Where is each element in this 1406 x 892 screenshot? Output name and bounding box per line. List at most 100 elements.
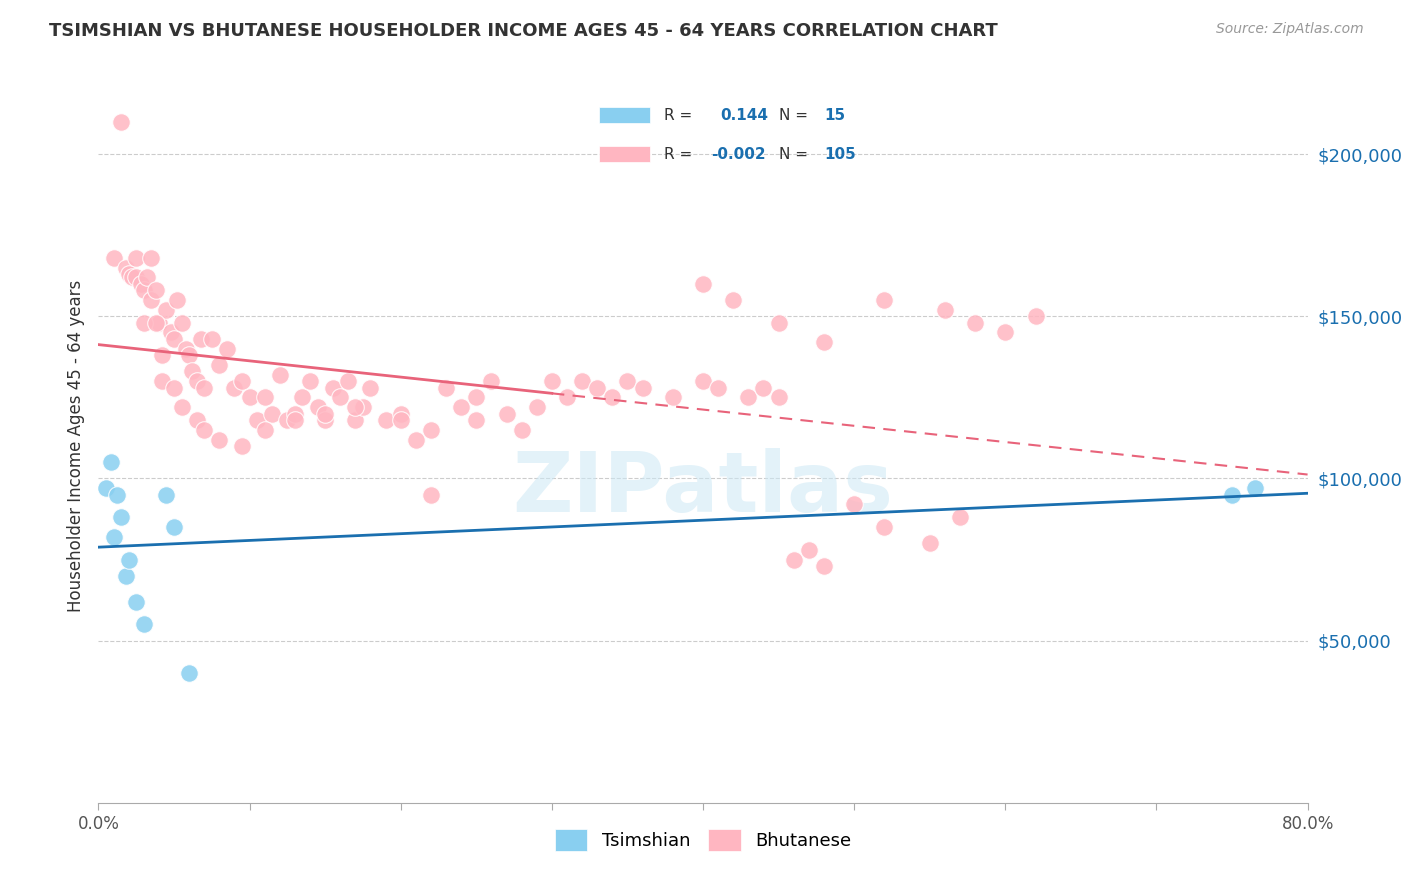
Point [344,400,367,414]
Point [208,358,231,372]
Point [707,381,730,395]
Point [166,293,188,307]
Text: ZIPatlas: ZIPatlas [513,449,893,529]
Point [465,413,488,427]
Point [434,381,457,395]
Point [110,510,132,524]
Point [155,488,177,502]
Text: 0.144: 0.144 [720,108,768,122]
Point [918,536,941,550]
Bar [599,107,650,123]
Point [163,332,186,346]
Point [307,400,329,414]
Point [276,413,298,427]
Point [186,374,208,388]
Point [768,390,790,404]
Point [389,413,412,427]
Point [125,251,148,265]
Point [299,374,322,388]
Point [231,374,253,388]
Text: N =: N = [779,147,808,161]
Point [873,293,896,307]
Point [616,374,638,388]
Text: -0.002: -0.002 [711,147,766,161]
Point [284,407,307,421]
Point [145,316,167,330]
Point [269,368,291,382]
Point [141,251,163,265]
Point [571,374,593,388]
Point [420,488,443,502]
Point [813,335,835,350]
Text: 15: 15 [824,108,845,122]
Point [783,552,806,566]
Point [121,270,143,285]
Point [284,413,307,427]
Text: 105: 105 [824,147,856,161]
Point [844,497,866,511]
Point [132,617,155,632]
Point [495,407,517,421]
Point [465,390,488,404]
Text: R =: R = [664,108,692,122]
Point [100,455,122,469]
Text: TSIMSHIAN VS BHUTANESE HOUSEHOLDER INCOME AGES 45 - 64 YEARS CORRELATION CHART: TSIMSHIAN VS BHUTANESE HOUSEHOLDER INCOM… [49,22,998,40]
Point [314,407,336,421]
Point [481,374,503,388]
Point [450,400,472,414]
Point [181,364,204,378]
Point [193,381,215,395]
Point [190,332,212,346]
Point [949,510,972,524]
Point [692,374,714,388]
Point [329,390,352,404]
Point [135,270,157,285]
Point [965,316,987,330]
Point [1024,310,1046,324]
Point [526,400,548,414]
Point [215,342,238,356]
Point [994,326,1017,340]
Bar [599,146,650,162]
Point [231,439,253,453]
Point [105,488,128,502]
Point [253,390,276,404]
Point [132,283,155,297]
Point [114,260,136,275]
Point [155,302,177,317]
Point [170,400,193,414]
Point [103,251,125,265]
Point [163,381,186,395]
Point [752,381,775,395]
Point [262,407,284,421]
Point [352,400,374,414]
Point [170,316,193,330]
Point [336,374,359,388]
Point [873,520,896,534]
Point [208,433,231,447]
Point [737,390,759,404]
Point [125,595,148,609]
Point [174,342,197,356]
Point [148,316,170,330]
Point [1220,488,1243,502]
Point [322,381,344,395]
Point [224,381,246,395]
Point [110,114,132,128]
Point [141,293,163,307]
Point [1243,481,1265,495]
Legend: Tsimshian, Bhutanese: Tsimshian, Bhutanese [547,822,859,858]
Point [555,390,578,404]
Point [179,348,201,362]
Point [389,407,412,421]
Point [934,302,956,317]
Point [118,552,141,566]
Point [510,423,533,437]
Point [179,666,201,681]
Y-axis label: Householder Income Ages 45 - 64 years: Householder Income Ages 45 - 64 years [66,280,84,612]
Point [186,413,208,427]
Point [118,267,141,281]
Point [94,481,117,495]
Point [586,381,609,395]
Point [723,293,745,307]
